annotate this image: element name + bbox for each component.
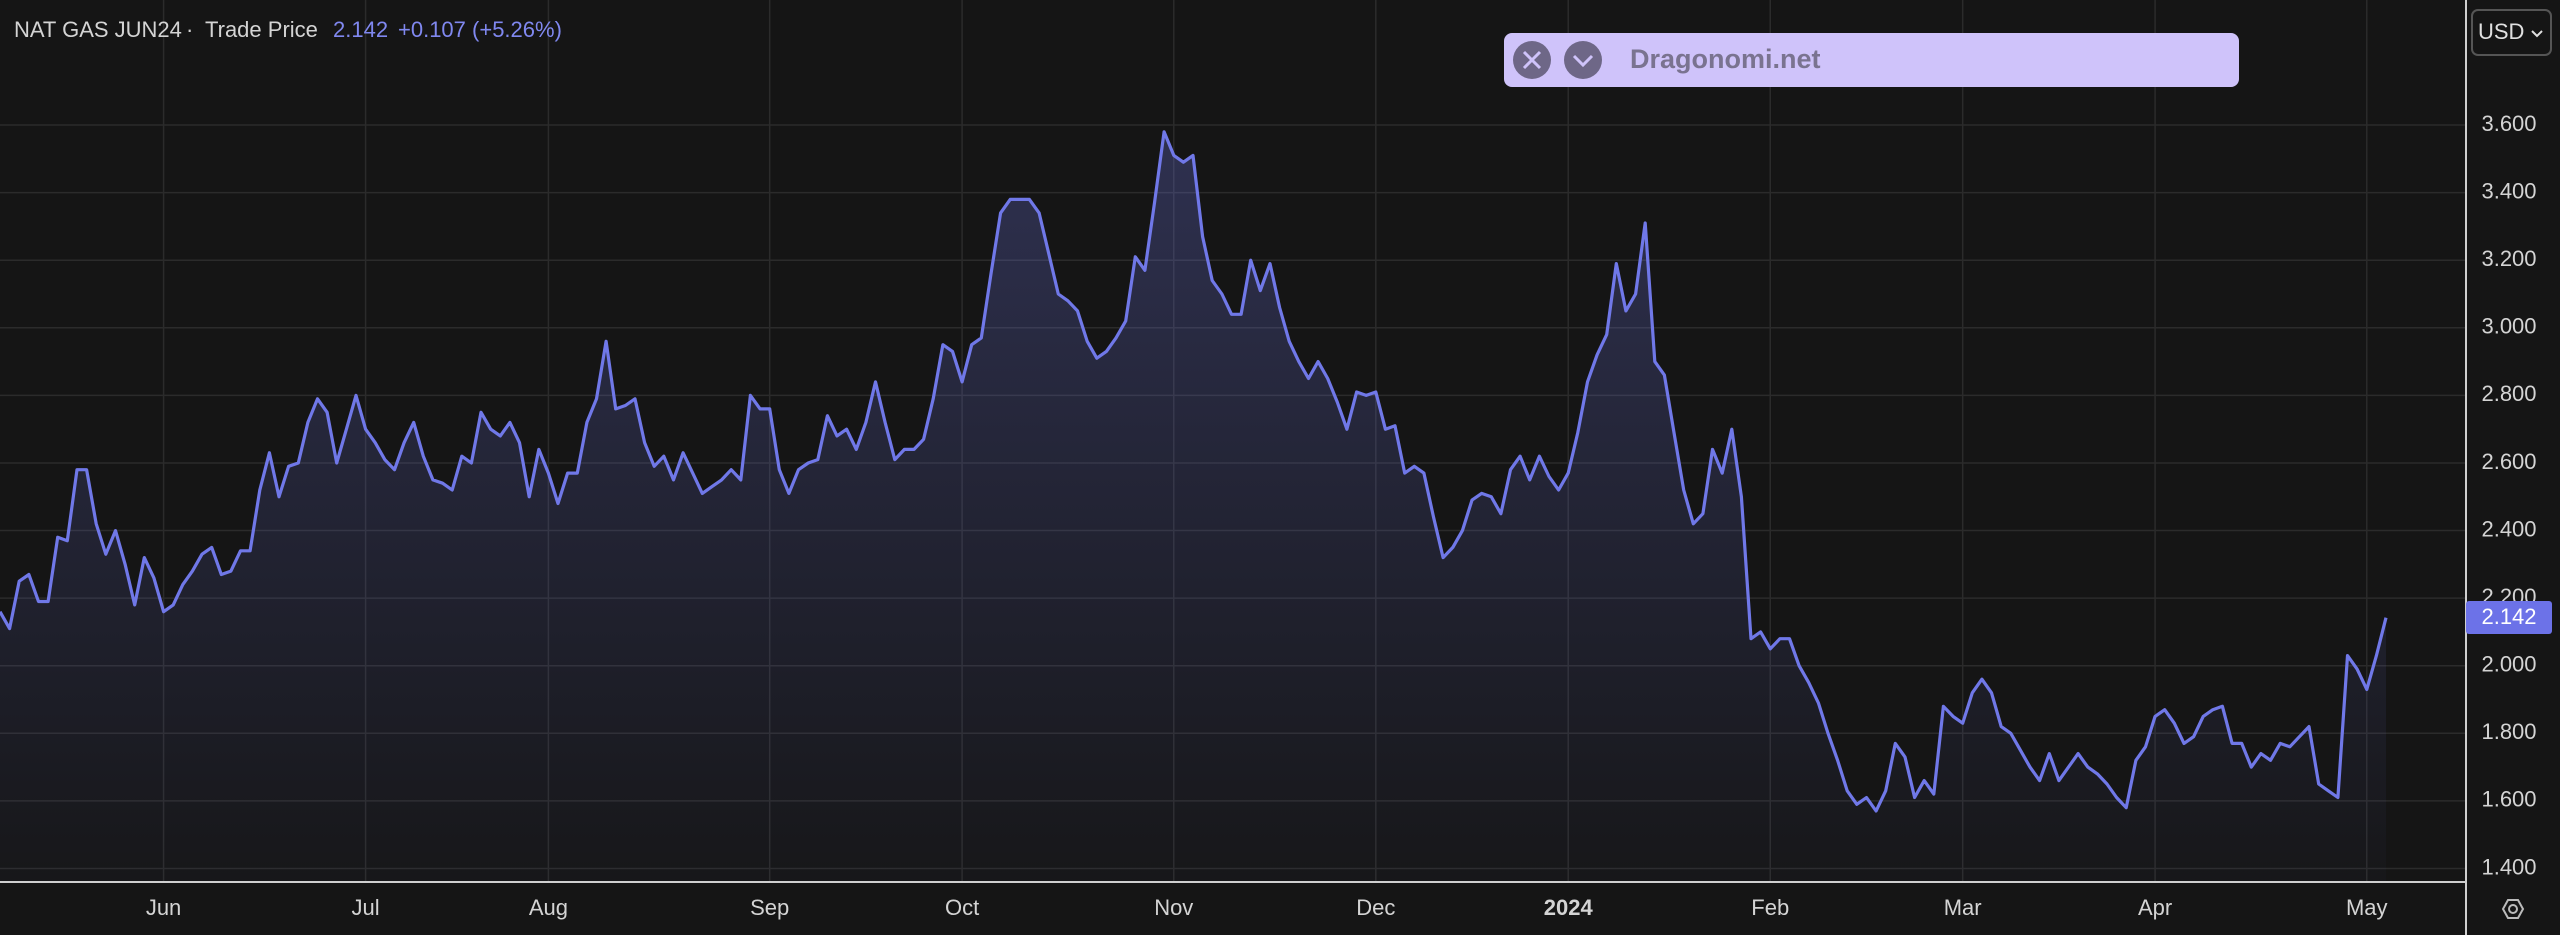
currency-label: USD: [2478, 19, 2524, 44]
header: NAT GAS JUN24 · Trade Price 2.142 +0.107…: [14, 17, 562, 42]
watermark-text: Dragonomi.net: [1630, 44, 1821, 74]
y-tick-label: 3.400: [2481, 178, 2536, 203]
settings-icon[interactable]: [2501, 899, 2525, 919]
x-tick-label: Aug: [529, 895, 568, 920]
y-tick-label: 1.400: [2481, 854, 2536, 879]
y-tick-label: 3.000: [2481, 314, 2536, 339]
x-tick-label: Jul: [352, 895, 380, 920]
x-tick-label: Oct: [945, 895, 979, 920]
y-tick-label: 1.600: [2481, 787, 2536, 812]
badge-price: 2.142: [2481, 604, 2536, 629]
subtitle: Trade Price: [205, 17, 318, 42]
x-tick-label: Feb: [1751, 895, 1789, 920]
settings-icon-center: [2508, 904, 2518, 914]
y-tick-label: 2.600: [2481, 449, 2536, 474]
price-badge: 2.142: [2466, 601, 2552, 634]
currency-bg[interactable]: [2471, 9, 2552, 56]
x-tick-label: May: [2346, 895, 2388, 920]
x-tick-label: Apr: [2138, 895, 2172, 920]
y-tick-label: 2.800: [2481, 381, 2536, 406]
badge-bg: [2466, 601, 2552, 634]
x-tick-label: Jun: [146, 895, 181, 920]
separator: ·: [186, 17, 193, 42]
x-tick-label: 2024: [1544, 895, 1594, 920]
area-fill: [0, 131, 2386, 883]
x-tick-label: Sep: [750, 895, 789, 920]
banner-bg: [1504, 33, 2239, 87]
x-tick-label: Mar: [1944, 895, 1982, 920]
y-tick-label: 2.400: [2481, 516, 2536, 541]
price-change: +0.107 (+5.26%): [398, 17, 562, 42]
y-tick-label: 1.800: [2481, 719, 2536, 744]
symbol-title: NAT GAS JUN24: [14, 17, 182, 42]
collapse-button[interactable]: [1564, 41, 1602, 79]
y-tick-label: 3.600: [2481, 111, 2536, 136]
close-icon: [1522, 50, 1542, 70]
x-tick-label: Dec: [1356, 895, 1395, 920]
last-price: 2.142: [333, 17, 388, 42]
currency-chevron: [2531, 30, 2543, 38]
settings-button[interactable]: [2501, 899, 2525, 919]
y-tick-label: 3.200: [2481, 246, 2536, 271]
chevron-icon: [1572, 54, 1594, 68]
plot: [0, 130, 2388, 883]
y-tick-label: 2.000: [2481, 652, 2536, 677]
currency-button[interactable]: USD: [2471, 9, 2552, 56]
price-line: [0, 130, 2388, 813]
x-tick-label: Nov: [1154, 895, 1193, 920]
watermark-banner: Dragonomi.net: [1504, 33, 2239, 87]
